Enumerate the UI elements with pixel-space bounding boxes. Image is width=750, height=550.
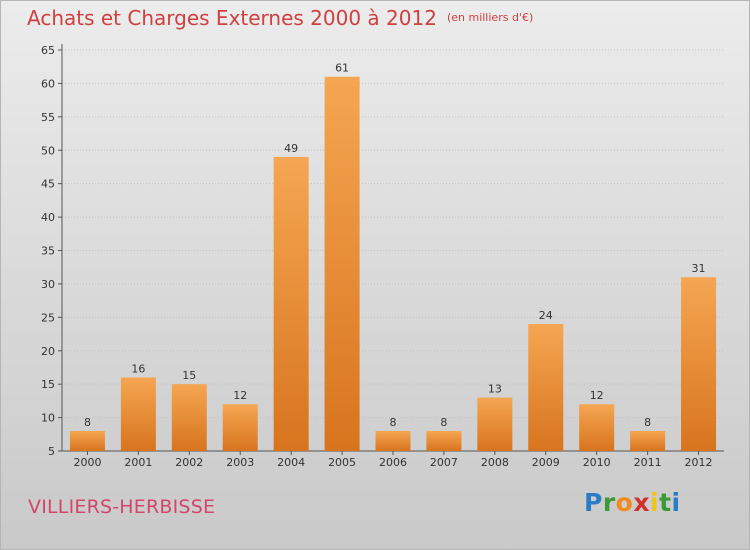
- bar-2002: [171, 384, 207, 451]
- y-tick-label: 60: [41, 77, 55, 90]
- value-label: 12: [590, 389, 604, 402]
- x-tick-label: 2012: [685, 456, 713, 469]
- y-tick-label: 25: [41, 311, 55, 324]
- value-label: 12: [233, 389, 247, 402]
- value-label: 8: [84, 416, 91, 429]
- bar-2009: [528, 324, 564, 451]
- bar-2003: [222, 404, 258, 451]
- x-tick-label: 2011: [634, 456, 662, 469]
- bar-2004: [273, 156, 309, 451]
- unit-label: (en milliers d'€): [446, 11, 534, 24]
- x-tick-label: 2009: [532, 456, 560, 469]
- y-tick-label: 65: [41, 44, 55, 57]
- bar-2011: [630, 430, 666, 451]
- bar-2005: [324, 76, 360, 451]
- y-tick-label: 45: [41, 178, 55, 191]
- x-tick-label: 2008: [481, 456, 509, 469]
- title-text: Achats et Charges Externes 2000 à 2012: [27, 6, 437, 30]
- bar-2010: [579, 404, 615, 451]
- value-label: 61: [335, 62, 349, 75]
- bar-2006: [375, 430, 411, 451]
- x-tick-label: 2010: [583, 456, 611, 469]
- logo-letter: i: [650, 488, 660, 517]
- x-tick-label: 2005: [328, 456, 356, 469]
- logo-letter: i: [671, 488, 681, 517]
- logo-letter: P: [584, 488, 603, 517]
- y-tick-label: 35: [41, 245, 55, 258]
- bar-2000: [69, 430, 105, 451]
- y-tick-label: 10: [41, 412, 55, 425]
- value-label: 13: [488, 383, 502, 396]
- y-tick-label: 20: [41, 345, 55, 358]
- x-tick-label: 2001: [124, 456, 152, 469]
- bar-2001: [120, 377, 156, 451]
- value-label: 8: [644, 416, 651, 429]
- proxiti-logo: Proxiti: [584, 488, 681, 517]
- value-label: 8: [390, 416, 397, 429]
- logo-letter: t: [659, 488, 672, 517]
- logo-letter: x: [633, 488, 650, 517]
- chart-title: Achats et Charges Externes 2000 à 2012 (e…: [27, 6, 533, 30]
- value-label: 31: [692, 262, 706, 275]
- x-tick-label: 2002: [175, 456, 203, 469]
- bar-2007: [426, 430, 462, 451]
- value-label: 15: [182, 369, 196, 382]
- axes: [58, 44, 724, 455]
- bar-2008: [477, 397, 513, 451]
- gridlines: [62, 49, 724, 452]
- value-label: 8: [440, 416, 447, 429]
- x-tick-label: 2003: [226, 456, 254, 469]
- y-tick-label: 40: [41, 211, 55, 224]
- logo-letter: o: [615, 488, 634, 517]
- y-tick-label: 5: [48, 445, 55, 458]
- value-label: 49: [284, 142, 298, 155]
- x-tick-label: 2000: [73, 456, 101, 469]
- y-tick-label: 30: [41, 278, 55, 291]
- labels: 5 10 15 20 25 30 35 40 45 50 55 60 65 8 2000 16 2001 15 20…: [41, 44, 713, 469]
- logo-letter: r: [602, 488, 616, 517]
- y-tick-label: 50: [41, 144, 55, 157]
- commune-name: VILLIERS-HERBISSE: [28, 496, 216, 518]
- value-label: 24: [539, 309, 553, 322]
- y-tick-label: 55: [41, 111, 55, 124]
- x-tick-label: 2006: [379, 456, 407, 469]
- bars: [69, 76, 717, 451]
- y-tick-label: 15: [41, 378, 55, 391]
- x-tick-label: 2007: [430, 456, 458, 469]
- bar-2012: [681, 277, 717, 451]
- value-label: 16: [131, 362, 145, 375]
- x-tick-label: 2004: [277, 456, 305, 469]
